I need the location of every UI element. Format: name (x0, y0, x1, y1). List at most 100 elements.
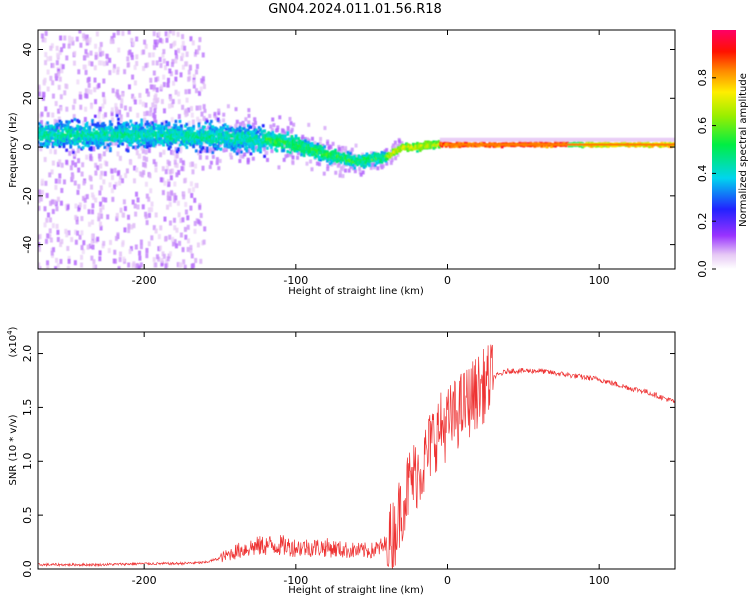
heatmap-cell-faint (44, 60, 48, 66)
heatmap-cell (178, 143, 182, 147)
heatmap-cell-faint (315, 161, 319, 166)
heatmap-cell-faint (59, 242, 63, 248)
heatmap-cell (108, 147, 112, 151)
heatmap-cell-faint (135, 191, 139, 197)
heatmap-cell-faint (56, 161, 60, 167)
heatmap-cell (319, 144, 322, 148)
heatmap-cell (74, 138, 78, 142)
heatmap-cell-faint (154, 77, 158, 83)
heatmap-cell-faint (50, 43, 54, 49)
heatmap-cell-faint (151, 102, 155, 108)
heatmap-cell (185, 122, 189, 126)
heatmap-cell-faint (90, 240, 94, 246)
heatmap-cell-faint (56, 229, 60, 235)
heatmap-cell-faint (84, 194, 88, 200)
heatmap-cell-faint (102, 113, 106, 119)
heatmap-cell-faint (97, 83, 101, 89)
heatmap-cell (63, 133, 67, 137)
heatmap-cell-faint (84, 69, 88, 75)
heatmap-cell-faint (284, 131, 288, 136)
heatmap-cell-faint (76, 79, 80, 85)
heatmap-cell (174, 119, 178, 124)
heatmap-cell-faint (277, 165, 281, 170)
heatmap-cell (365, 152, 369, 156)
heatmap-cell-faint (109, 38, 113, 44)
heatmap-cell-faint (141, 148, 145, 154)
heatmap-cell (159, 124, 163, 128)
heatmap-cell-faint (43, 206, 47, 212)
heatmap-cell-faint (68, 150, 72, 156)
heatmap-cell (257, 142, 261, 147)
heatmap-cell-faint (122, 199, 126, 205)
heatmap-cell-faint (104, 112, 108, 118)
heatmap-cell-faint (300, 136, 304, 141)
heatmap-cell-faint (43, 77, 47, 83)
heatmap-cell-faint (121, 92, 125, 98)
heatmap-cell (104, 128, 108, 133)
heatmap-cell (226, 125, 230, 129)
heatmap-cell (160, 139, 164, 143)
heatmap-cell-faint (173, 181, 177, 187)
heatmap-cell-faint (175, 227, 179, 233)
colorbar-tick-label: 0.2 (696, 212, 709, 230)
heatmap-cell-faint (88, 37, 92, 43)
heatmap-cell-faint (170, 168, 174, 174)
snr-plot-area (38, 332, 675, 569)
heatmap-cell (74, 135, 78, 140)
heatmap-cell (85, 141, 89, 145)
heatmap-cell-faint (247, 120, 251, 125)
heatmap-cell (192, 127, 196, 131)
heatmap-cell-faint (120, 178, 124, 184)
heatmap-cell (40, 125, 44, 129)
heatmap-cell-faint (218, 142, 222, 147)
heatmap-cell-faint (118, 257, 122, 263)
heatmap-cell-faint (340, 167, 344, 172)
heatmap-cell-faint (247, 113, 251, 118)
heatmap-cell-faint (157, 234, 161, 240)
heatmap-cell (227, 129, 231, 133)
heatmap-cell-faint (278, 115, 282, 120)
heatmap-cell (417, 146, 421, 151)
heatmap-cell (152, 126, 156, 131)
heatmap-cell-faint (43, 37, 47, 43)
heatmap-cell-faint (57, 116, 61, 122)
heatmap-cell (215, 127, 219, 131)
heatmap-cell (174, 123, 178, 128)
heatmap-cell (458, 144, 462, 149)
heatmap-cell-faint (100, 170, 104, 176)
heatmap-cell-faint (80, 230, 84, 236)
heatmap-cell-faint (56, 263, 60, 269)
heatmap-cell-faint (198, 105, 202, 111)
heatmap-cell-faint (160, 257, 164, 263)
heatmap-cell-faint (218, 158, 222, 163)
heatmap-cell (294, 136, 298, 141)
heatmap-cell-faint (170, 102, 174, 108)
heatmap-cell-faint (79, 94, 83, 100)
heatmap-cell-faint (45, 217, 49, 223)
heatmap-cell-faint (99, 207, 103, 213)
y-tick-label: 0.0 (21, 560, 34, 578)
heatmap-cell-faint (178, 262, 182, 268)
heatmap-cell-faint (310, 136, 314, 141)
heatmap-cell-faint (151, 60, 155, 66)
heatmap-cell-faint (132, 178, 136, 184)
heatmap-cell-faint (150, 235, 154, 241)
heatmap-cell-faint (161, 52, 165, 58)
heatmap-cell (164, 123, 168, 127)
heatmap-cell-faint (177, 114, 181, 120)
heatmap-cell-faint (38, 234, 40, 240)
heatmap-cell-faint (86, 52, 90, 58)
heatmap-cell-faint (182, 194, 186, 200)
heatmap-cell (256, 130, 260, 134)
heatmap-cell (209, 131, 213, 135)
heatmap-cell-faint (168, 68, 172, 74)
heatmap-cell-faint (195, 69, 199, 75)
heatmap-cell (364, 164, 367, 168)
colorbar-gradient (712, 30, 736, 269)
heatmap-cell-faint (236, 146, 240, 151)
heatmap-cell-faint (167, 161, 171, 167)
heatmap-cell (57, 132, 60, 136)
heatmap-cell-faint (128, 248, 132, 254)
heatmap-cell-faint (162, 58, 166, 64)
heatmap-cell-faint (246, 157, 250, 162)
